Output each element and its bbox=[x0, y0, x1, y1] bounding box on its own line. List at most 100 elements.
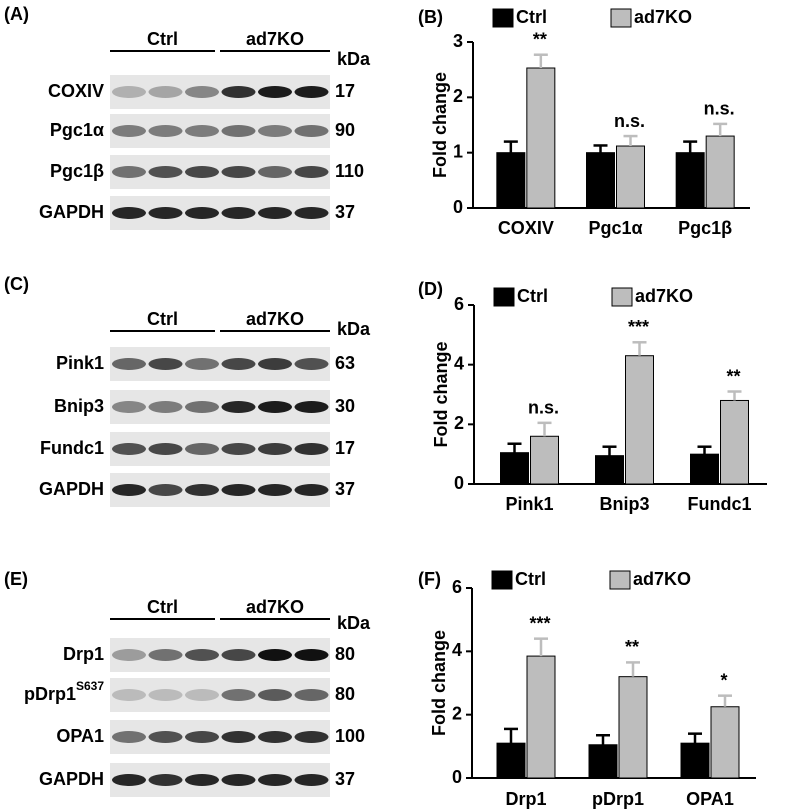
unit-label: kDa bbox=[337, 613, 371, 633]
protein-name: Drp1 bbox=[63, 644, 104, 664]
error-bar bbox=[697, 445, 712, 455]
protein-name: COXIV bbox=[48, 81, 104, 101]
error-bar bbox=[593, 144, 608, 153]
protein-label: pDrp1S637 bbox=[24, 679, 104, 704]
significance: ** bbox=[726, 366, 740, 386]
band bbox=[112, 774, 146, 786]
band bbox=[148, 166, 183, 178]
kda-value: 100 bbox=[335, 726, 365, 746]
x-tick-label: Pgc1α bbox=[588, 218, 642, 238]
band bbox=[294, 86, 329, 98]
group-label: Ctrl bbox=[147, 597, 178, 617]
band bbox=[294, 207, 329, 219]
y-tick-label: 2 bbox=[452, 703, 462, 723]
protein-name: pDrp1 bbox=[24, 684, 76, 704]
blot-strip bbox=[110, 432, 330, 466]
protein-label: COXIV bbox=[48, 81, 104, 101]
x-tick-label: Bnip3 bbox=[599, 494, 649, 514]
bar bbox=[588, 744, 618, 779]
band bbox=[294, 166, 329, 178]
kda-value: 17 bbox=[335, 438, 355, 458]
band bbox=[221, 166, 256, 178]
error-bar bbox=[626, 661, 640, 677]
legend-label: Ctrl bbox=[517, 286, 548, 306]
y-tick-label: 1 bbox=[453, 141, 463, 161]
band bbox=[148, 86, 183, 98]
significance: n.s. bbox=[614, 111, 645, 131]
band bbox=[258, 166, 292, 178]
kda-value: 90 bbox=[335, 120, 355, 140]
band bbox=[221, 649, 256, 661]
significance: * bbox=[720, 670, 727, 690]
y-axis-label: Fold change bbox=[430, 72, 450, 178]
blot-strip bbox=[110, 114, 330, 148]
error-bar bbox=[596, 734, 610, 745]
band bbox=[148, 401, 183, 413]
legend-swatch bbox=[493, 287, 515, 307]
y-axis-label: Fold change bbox=[431, 341, 451, 447]
significance: ** bbox=[625, 637, 639, 657]
group-label: ad7KO bbox=[246, 29, 304, 49]
band bbox=[112, 689, 146, 701]
band bbox=[148, 731, 183, 743]
band bbox=[148, 689, 183, 701]
band bbox=[294, 774, 329, 786]
band bbox=[185, 649, 219, 661]
bar bbox=[530, 435, 559, 485]
band bbox=[112, 731, 146, 743]
bar bbox=[705, 135, 735, 209]
band bbox=[221, 443, 256, 455]
legend-label: Ctrl bbox=[515, 569, 546, 589]
group-label: ad7KO bbox=[246, 597, 304, 617]
y-axis-label: Fold change bbox=[429, 630, 449, 736]
bar bbox=[595, 455, 624, 485]
band bbox=[294, 443, 329, 455]
band bbox=[221, 125, 256, 137]
bar bbox=[500, 452, 529, 485]
legend-label: ad7KO bbox=[633, 569, 691, 589]
significance: *** bbox=[628, 317, 649, 337]
band bbox=[294, 649, 329, 661]
blot-strip bbox=[110, 638, 330, 672]
legend-swatch bbox=[611, 287, 633, 307]
error-bar bbox=[537, 421, 552, 437]
band bbox=[258, 689, 292, 701]
band bbox=[221, 731, 256, 743]
band bbox=[258, 649, 292, 661]
kda-value: 37 bbox=[335, 769, 355, 789]
bar bbox=[710, 706, 740, 779]
protein-label: GAPDH bbox=[39, 202, 104, 222]
y-tick-label: 0 bbox=[452, 767, 462, 787]
legend-label: ad7KO bbox=[635, 286, 693, 306]
blot-strip bbox=[110, 390, 330, 424]
legend-label: Ctrl bbox=[516, 7, 547, 27]
band bbox=[148, 443, 183, 455]
band bbox=[258, 774, 292, 786]
kda-value: 30 bbox=[335, 396, 355, 416]
kda-value: 110 bbox=[335, 161, 364, 181]
significance: *** bbox=[529, 613, 550, 633]
band bbox=[112, 125, 146, 137]
protein-name: OPA1 bbox=[56, 726, 104, 746]
panel-label: (D) bbox=[418, 279, 443, 299]
protein-label: GAPDH bbox=[39, 769, 104, 789]
band bbox=[258, 731, 292, 743]
kda-value: 80 bbox=[335, 684, 355, 704]
bar bbox=[616, 145, 645, 209]
legend-label: ad7KO bbox=[634, 7, 692, 27]
y-tick-label: 0 bbox=[453, 197, 463, 217]
band bbox=[112, 166, 146, 178]
unit-label: kDa bbox=[337, 49, 371, 69]
band bbox=[185, 689, 219, 701]
y-tick-label: 6 bbox=[452, 577, 462, 597]
protein-name: Fundc1 bbox=[40, 438, 104, 458]
protein-label: GAPDH bbox=[39, 479, 104, 499]
band bbox=[112, 86, 146, 98]
band bbox=[294, 689, 329, 701]
legend-swatch bbox=[492, 8, 514, 28]
band bbox=[294, 401, 329, 413]
band bbox=[185, 731, 219, 743]
protein-label: Drp1 bbox=[63, 644, 104, 664]
band bbox=[258, 484, 292, 496]
error-bar bbox=[503, 140, 518, 153]
